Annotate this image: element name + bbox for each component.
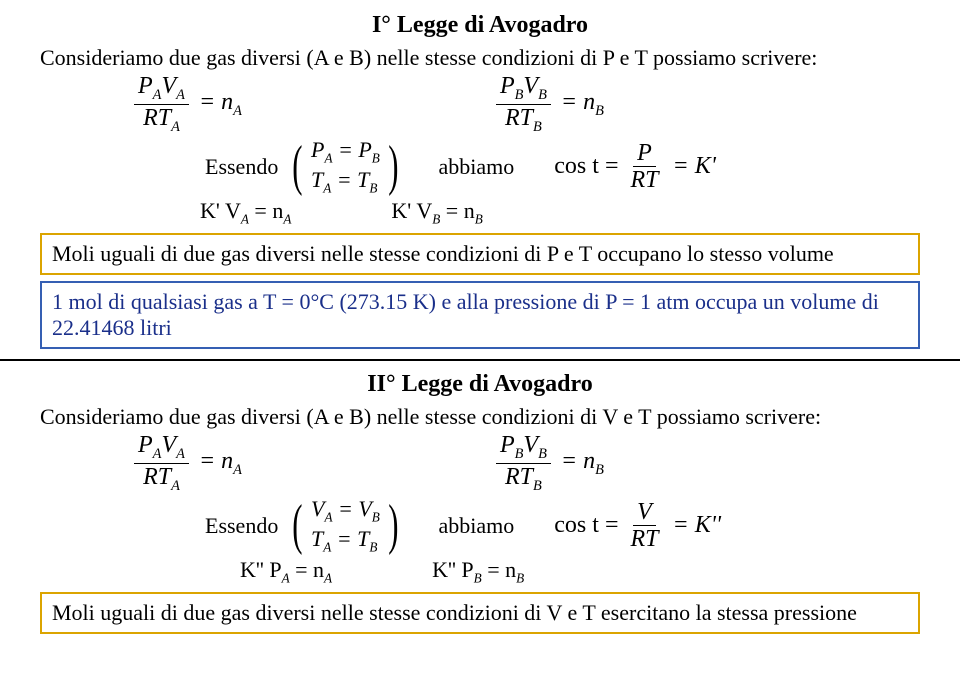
bracket-group-2: ( VA = VB TA = TB ): [288, 496, 402, 554]
essendo-label-1: Essendo: [205, 154, 278, 180]
essendo-label-2: Essendo: [205, 513, 278, 539]
eq-a: PAVA RTA = nA: [130, 73, 242, 135]
separator-line: [0, 359, 960, 361]
cost-eq-1: cos t = P RT = K': [554, 140, 716, 194]
k-left-2: K'' PA = nA: [240, 557, 332, 586]
equation-row-2: PAVA RTA = nA PBVB RTB = nB: [40, 432, 920, 494]
cost-eq-2: cos t = V RT = K'': [554, 499, 721, 553]
bracket-group-1: ( PA = PB TA = TB ): [288, 137, 402, 195]
k-left-1: K' VA = nA: [200, 198, 291, 227]
eq-b: PBVB RTB = nB: [492, 73, 604, 135]
eq-b-2: PBVB RTB = nB: [492, 432, 604, 494]
highlight-box-yellow-2: Moli uguali di due gas diversi nelle ste…: [40, 592, 920, 634]
title-1: I° Legge di Avogadro: [40, 12, 920, 39]
essendo-row-1: Essendo ( PA = PB TA = TB ) abbiamo cos …: [40, 137, 920, 195]
k-row-2: K'' PA = nA K'' PB = nB: [40, 557, 920, 586]
k-right-2: K'' PB = nB: [432, 557, 524, 586]
highlight-box-blue: 1 mol di qualsiasi gas a T = 0°C (273.15…: [40, 281, 920, 349]
essendo-row-2: Essendo ( VA = VB TA = TB ) abbiamo cos …: [40, 496, 920, 554]
abbiamo-label-2: abbiamo: [439, 513, 515, 539]
intro-1: Consideriamo due gas diversi (A e B) nel…: [40, 45, 920, 71]
eq-a-2: PAVA RTA = nA: [130, 432, 242, 494]
equation-row-1: PAVA RTA = nA PBVB RTB = nB: [40, 73, 920, 135]
highlight-box-yellow-1: Moli uguali di due gas diversi nelle ste…: [40, 233, 920, 275]
k-row-1: K' VA = nA K' VB = nB: [40, 198, 920, 227]
page: I° Legge di Avogadro Consideriamo due ga…: [0, 0, 960, 646]
intro-2: Consideriamo due gas diversi (A e B) nel…: [40, 404, 920, 430]
k-right-1: K' VB = nB: [391, 198, 482, 227]
abbiamo-label-1: abbiamo: [439, 154, 515, 180]
title-2: II° Legge di Avogadro: [40, 371, 920, 398]
